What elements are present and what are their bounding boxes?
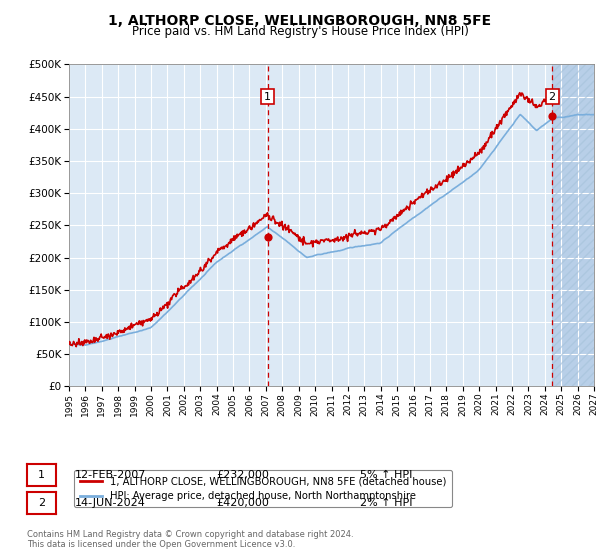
Text: 1: 1 bbox=[264, 92, 271, 101]
Text: 14-JUN-2024: 14-JUN-2024 bbox=[75, 498, 146, 508]
1, ALTHORP CLOSE, WELLINGBOROUGH, NN8 5FE (detached house) bbox=[65, 340, 73, 347]
1, ALTHORP CLOSE, WELLINGBOROUGH, NN8 5FE (detached house) bbox=[73, 343, 80, 350]
HPI: Average price, detached house, North Northamptonshire: (2.02e+03, 3.23e+05): Average price, detached house, North Nor… bbox=[464, 175, 472, 182]
Text: 2% ↑ HPI: 2% ↑ HPI bbox=[360, 498, 413, 508]
HPI: Average price, detached house, North Northamptonshire: (2e+03, 7e+04): Average price, detached house, North Nor… bbox=[98, 338, 106, 345]
1, ALTHORP CLOSE, WELLINGBOROUGH, NN8 5FE (detached house) bbox=[195, 270, 202, 277]
Bar bbox=[552, 64, 594, 386]
HPI: Average price, detached house, North Northamptonshire: (2.01e+03, 2.21e+05): Average price, detached house, North Nor… bbox=[371, 241, 378, 248]
Text: 1, ALTHORP CLOSE, WELLINGBOROUGH, NN8 5FE: 1, ALTHORP CLOSE, WELLINGBOROUGH, NN8 5F… bbox=[109, 14, 491, 28]
HPI: Average price, detached house, North Northamptonshire: (2.03e+03, 4.22e+05): Average price, detached house, North Nor… bbox=[583, 111, 590, 118]
Bar bbox=[552, 64, 594, 386]
Point bbox=[547, 111, 557, 120]
1, ALTHORP CLOSE, WELLINGBOROUGH, NN8 5FE (detached house) bbox=[194, 272, 201, 279]
Text: 2: 2 bbox=[548, 92, 556, 101]
Text: This data is licensed under the Open Government Licence v3.0.: This data is licensed under the Open Gov… bbox=[27, 540, 295, 549]
Text: 1: 1 bbox=[38, 470, 45, 480]
Text: 2: 2 bbox=[38, 498, 45, 508]
Line: HPI: Average price, detached house, North Northamptonshire: HPI: Average price, detached house, Nort… bbox=[69, 114, 594, 345]
1, ALTHORP CLOSE, WELLINGBOROUGH, NN8 5FE (detached house) bbox=[68, 342, 76, 349]
Text: 5% ↑ HPI: 5% ↑ HPI bbox=[360, 470, 412, 480]
HPI: Average price, detached house, North Northamptonshire: (2e+03, 6.5e+04): Average price, detached house, North Nor… bbox=[65, 341, 73, 348]
Text: £420,000: £420,000 bbox=[216, 498, 269, 508]
1, ALTHORP CLOSE, WELLINGBOROUGH, NN8 5FE (detached house) bbox=[516, 90, 523, 96]
HPI: Average price, detached house, North Northamptonshire: (2.02e+03, 2.51e+05): Average price, detached house, North Nor… bbox=[401, 221, 408, 228]
1, ALTHORP CLOSE, WELLINGBOROUGH, NN8 5FE (detached house) bbox=[193, 272, 200, 278]
Legend: 1, ALTHORP CLOSE, WELLINGBOROUGH, NN8 5FE (detached house), HPI: Average price, : 1, ALTHORP CLOSE, WELLINGBOROUGH, NN8 5F… bbox=[74, 470, 452, 507]
1, ALTHORP CLOSE, WELLINGBOROUGH, NN8 5FE (detached house) bbox=[67, 342, 74, 348]
1, ALTHORP CLOSE, WELLINGBOROUGH, NN8 5FE (detached house) bbox=[451, 169, 458, 176]
Point bbox=[263, 232, 272, 241]
Text: Price paid vs. HM Land Registry's House Price Index (HPI): Price paid vs. HM Land Registry's House … bbox=[131, 25, 469, 38]
HPI: Average price, detached house, North Northamptonshire: (2.03e+03, 4.22e+05): Average price, detached house, North Nor… bbox=[590, 111, 598, 118]
Text: £232,000: £232,000 bbox=[216, 470, 269, 480]
HPI: Average price, detached house, North Northamptonshire: (2e+03, 6.42e+04): Average price, detached house, North Nor… bbox=[81, 342, 88, 348]
Text: 12-FEB-2007: 12-FEB-2007 bbox=[75, 470, 146, 480]
HPI: Average price, detached house, North Northamptonshire: (2.01e+03, 2.32e+05): Average price, detached house, North Nor… bbox=[385, 234, 392, 240]
HPI: Average price, detached house, North Northamptonshire: (2.02e+03, 4.2e+05): Average price, detached house, North Nor… bbox=[518, 113, 526, 119]
Text: Contains HM Land Registry data © Crown copyright and database right 2024.: Contains HM Land Registry data © Crown c… bbox=[27, 530, 353, 539]
1, ALTHORP CLOSE, WELLINGBOROUGH, NN8 5FE (detached house) bbox=[549, 91, 556, 97]
Line: 1, ALTHORP CLOSE, WELLINGBOROUGH, NN8 5FE (detached house): 1, ALTHORP CLOSE, WELLINGBOROUGH, NN8 5F… bbox=[69, 93, 553, 347]
